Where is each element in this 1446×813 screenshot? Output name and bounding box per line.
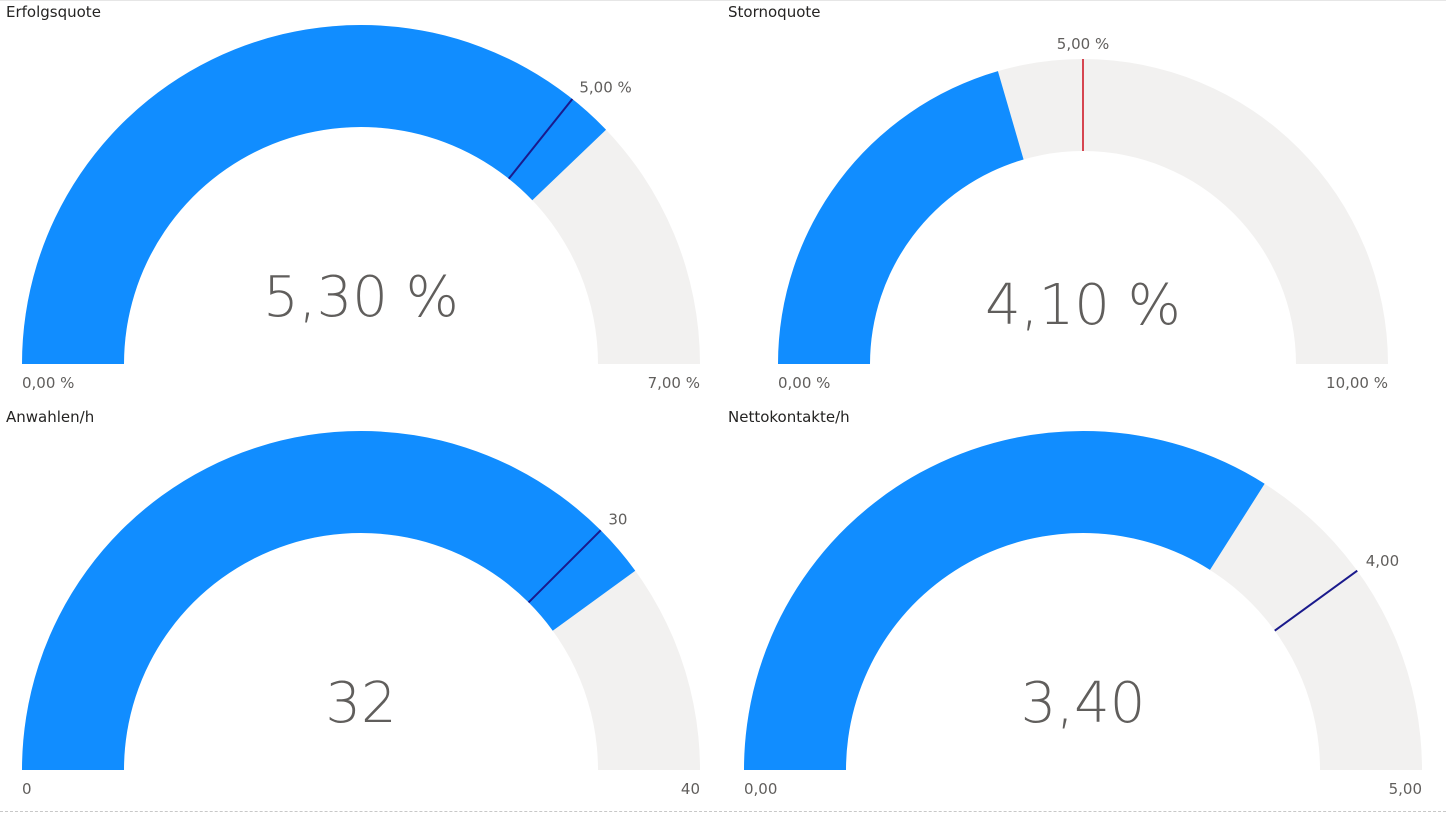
gauge-anwahlen[interactable]: Anwahlen/h 30 32 0 40	[6, 408, 700, 798]
gauge-max-label: 10,00 %	[1326, 374, 1388, 392]
gauge-value-arc	[22, 431, 636, 770]
gauge-value: 3,40	[1021, 671, 1146, 736]
gauge-value: 4,10 %	[985, 273, 1181, 338]
gauge-value: 32	[325, 671, 396, 736]
gauge-max-label: 5,00	[1389, 780, 1422, 798]
gauge-target-marker	[507, 98, 574, 180]
gauge-value-arc	[22, 24, 607, 364]
gauge-target-label: 5,00 %	[579, 79, 631, 97]
gauge-title: Erfolgsquote	[6, 3, 101, 21]
gauge-max-label: 40	[681, 780, 700, 798]
gauge-target-marker	[1274, 569, 1358, 632]
gauge-title: Stornoquote	[728, 3, 820, 21]
gauge-value-arc	[778, 71, 1024, 365]
gauge-title: Nettokontakte/h	[728, 408, 850, 426]
gauge-min-label: 0,00 %	[22, 374, 74, 392]
gauge-erfolgsquote[interactable]: Erfolgsquote 5,00 % 5,30 % 0,00 % 7,00 %	[6, 3, 700, 392]
gauge-min-label: 0,00 %	[778, 374, 830, 392]
gauge-min-label: 0	[22, 780, 32, 798]
gauge-value: 5,30 %	[263, 265, 459, 330]
gauge-target-label: 4,00	[1366, 552, 1399, 570]
gauge-value-arc	[744, 431, 1265, 770]
gauge-target-label: 5,00 %	[1057, 35, 1109, 53]
gauge-max-label: 7,00 %	[648, 374, 700, 392]
gauge-target-marker	[527, 529, 602, 604]
top-border	[0, 0, 1446, 1]
gauge-stornoquote[interactable]: Stornoquote 5,00 % 4,10 % 0,00 % 10,00 %	[728, 3, 1388, 392]
gauge-title: Anwahlen/h	[6, 408, 94, 426]
bottom-border	[0, 811, 1446, 812]
gauge-nettokontakte[interactable]: Nettokontakte/h 4,00 3,40 0,00 5,00	[728, 408, 1422, 798]
gauge-min-label: 0,00	[744, 780, 777, 798]
gauge-target-label: 30	[608, 511, 627, 529]
